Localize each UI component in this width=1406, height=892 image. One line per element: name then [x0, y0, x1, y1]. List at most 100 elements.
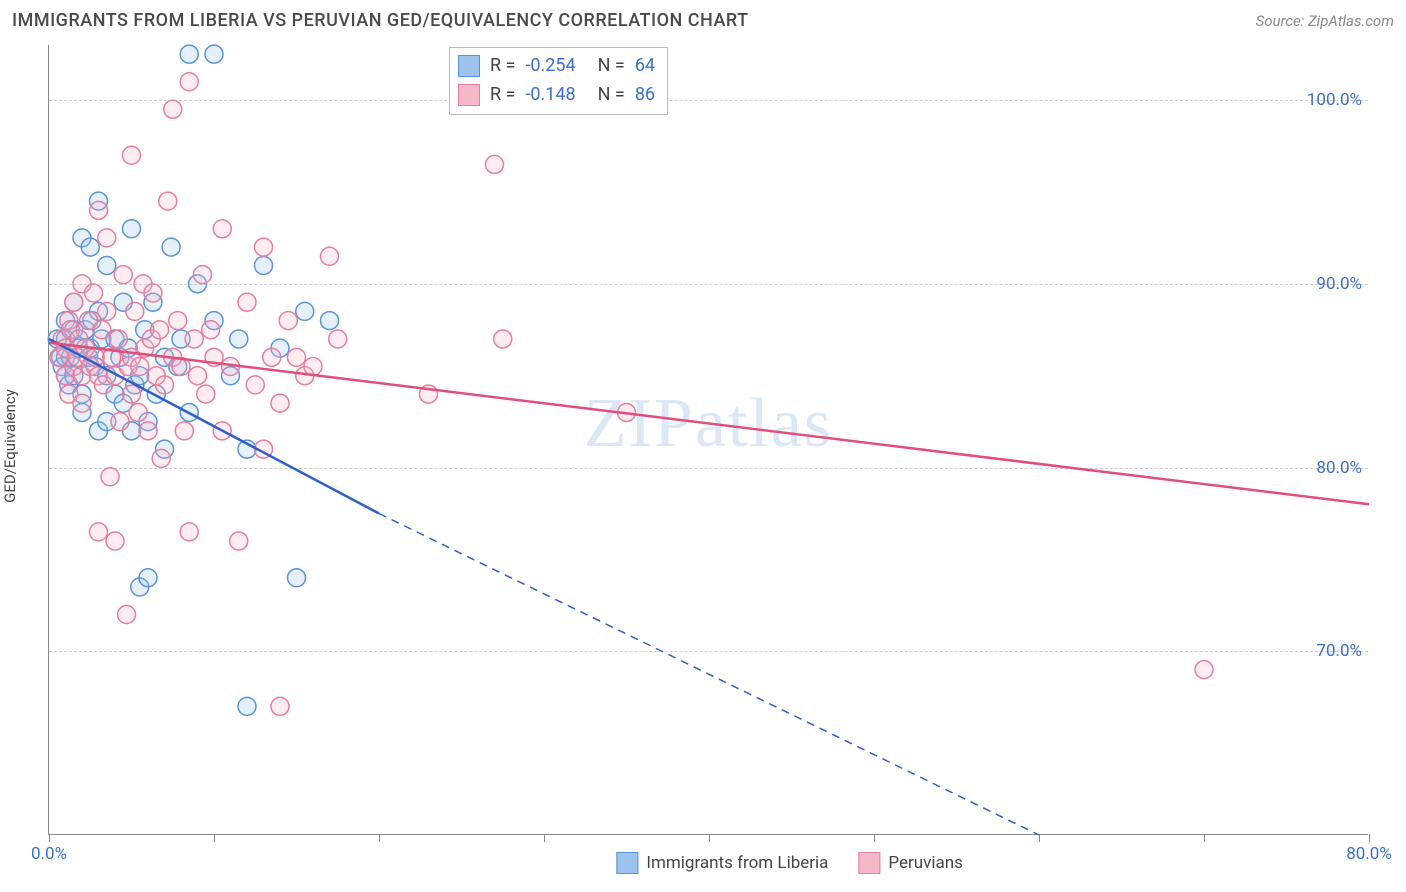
data-point: [185, 330, 203, 348]
data-point: [494, 330, 512, 348]
data-point: [1195, 661, 1213, 679]
data-point: [139, 569, 157, 587]
data-point: [321, 312, 339, 330]
data-point: [329, 330, 347, 348]
corr-n-2: 86: [635, 81, 655, 110]
data-point: [129, 403, 147, 421]
data-point: [159, 192, 177, 210]
chart-title: IMMIGRANTS FROM LIBERIA VS PERUVIAN GED/…: [12, 10, 749, 31]
x-tick: [379, 834, 380, 842]
x-tick: [1204, 834, 1205, 842]
y-axis-label: GED/Equivalency: [1, 389, 19, 503]
correlation-row-1: R = -0.254 N = 64: [458, 52, 655, 81]
data-point: [93, 321, 111, 339]
regression-extrapolation: [379, 513, 1039, 835]
data-point: [98, 229, 116, 247]
data-point: [255, 238, 273, 256]
data-point: [151, 321, 169, 339]
corr-r-2: -0.148: [525, 81, 575, 110]
data-point: [486, 155, 504, 173]
data-point: [304, 358, 322, 376]
corr-label-r: R =: [490, 52, 515, 81]
data-point: [98, 256, 116, 274]
correlation-legend: R = -0.254 N = 64 R = -0.148 N = 86: [449, 47, 668, 115]
legend-item-1: Immigrants from Liberia: [616, 852, 828, 874]
data-point: [271, 697, 289, 715]
data-point: [73, 394, 91, 412]
y-tick-label: 70.0%: [1316, 641, 1362, 661]
swatch-series-2: [858, 852, 880, 874]
legend-label-1: Immigrants from Liberia: [646, 853, 828, 873]
data-point: [114, 266, 132, 284]
corr-label-n: N =: [598, 52, 625, 81]
correlation-row-2: R = -0.148 N = 86: [458, 81, 655, 110]
data-point: [85, 284, 103, 302]
data-point: [101, 468, 119, 486]
data-point: [263, 348, 281, 366]
data-point: [118, 606, 136, 624]
data-point: [123, 220, 141, 238]
x-tick: [49, 834, 50, 842]
data-point: [202, 321, 220, 339]
data-point: [189, 367, 207, 385]
data-point: [90, 201, 108, 219]
series-legend: Immigrants from Liberia Peruvians: [616, 852, 963, 874]
corr-label-n: N =: [598, 81, 625, 110]
data-point: [139, 422, 157, 440]
data-point: [288, 348, 306, 366]
data-point: [180, 45, 198, 63]
regression-line: [49, 343, 1369, 505]
data-point: [288, 569, 306, 587]
legend-item-2: Peruvians: [858, 852, 963, 874]
data-point: [65, 293, 83, 311]
x-tick: [1369, 834, 1370, 842]
data-point: [180, 523, 198, 541]
data-point: [321, 247, 339, 265]
data-point: [144, 284, 162, 302]
data-point: [109, 330, 127, 348]
data-point: [255, 256, 273, 274]
data-point: [230, 532, 248, 550]
x-tick-label: 80.0%: [1346, 844, 1392, 864]
data-point: [156, 376, 174, 394]
swatch-series-2: [458, 84, 480, 106]
data-point: [180, 73, 198, 91]
swatch-series-1: [616, 852, 638, 874]
data-point: [246, 376, 264, 394]
x-tick: [709, 834, 710, 842]
data-point: [106, 532, 124, 550]
corr-n-1: 64: [635, 52, 655, 81]
data-point: [131, 358, 149, 376]
data-point: [238, 697, 256, 715]
header: IMMIGRANTS FROM LIBERIA VS PERUVIAN GED/…: [12, 10, 1394, 31]
x-tick: [874, 834, 875, 842]
data-point: [271, 394, 289, 412]
chart-svg: [49, 45, 1368, 834]
x-tick: [214, 834, 215, 842]
data-point: [126, 302, 144, 320]
data-point: [152, 449, 170, 467]
data-point: [175, 422, 193, 440]
data-point: [205, 45, 223, 63]
data-point: [296, 302, 314, 320]
data-point: [123, 146, 141, 164]
data-point: [230, 330, 248, 348]
y-tick-label: 80.0%: [1316, 458, 1362, 478]
y-tick-label: 100.0%: [1307, 90, 1362, 110]
x-tick-label: 0.0%: [31, 844, 67, 864]
data-point: [90, 523, 108, 541]
data-point: [162, 238, 180, 256]
corr-label-r: R =: [490, 81, 515, 110]
data-point: [197, 385, 215, 403]
legend-label-2: Peruvians: [888, 853, 963, 873]
data-point: [98, 302, 116, 320]
x-tick: [1039, 834, 1040, 842]
x-tick: [544, 834, 545, 842]
data-point: [238, 293, 256, 311]
corr-r-1: -0.254: [525, 52, 575, 81]
plot-area: ZIPatlas R = -0.254 N = 64 R = -0.148 N …: [48, 45, 1368, 835]
y-tick-label: 90.0%: [1316, 274, 1362, 294]
data-point: [164, 100, 182, 118]
data-point: [193, 266, 211, 284]
data-point: [111, 413, 129, 431]
